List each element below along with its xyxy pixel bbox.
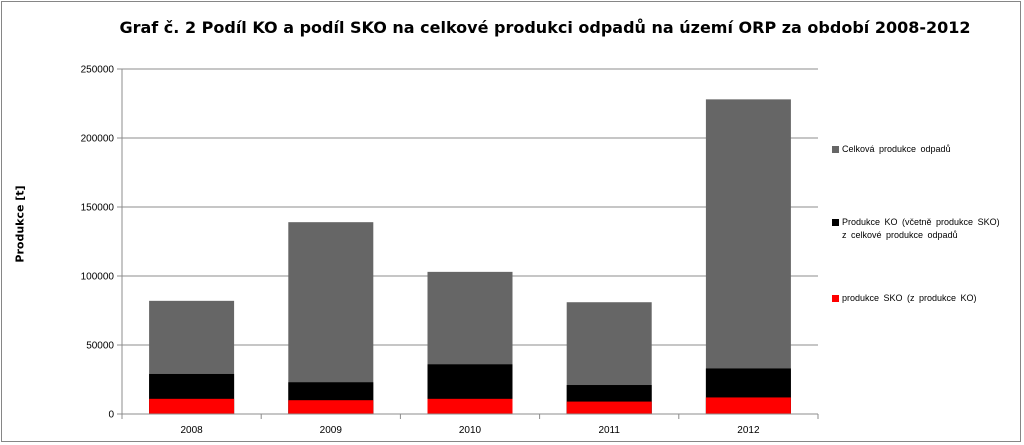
legend-swatch (832, 146, 839, 153)
bar-3-2012 (705, 397, 791, 414)
legend-item: Celková produkce odpadů (832, 143, 1007, 156)
x-tick-label: 2012 (737, 425, 760, 436)
x-tick-label: 2009 (320, 425, 343, 436)
grid-lines (117, 68, 818, 415)
bar-3-2011 (566, 401, 652, 414)
legend-label: Produkce KO (včetně produkce SKO) z celk… (842, 217, 1000, 240)
y-tick-labels: 0 50000 100000 150000 200000 250000 (81, 65, 115, 421)
y-tick-label: 200000 (81, 134, 115, 145)
x-tick-label: 2008 (180, 425, 203, 436)
bar-3-2010 (427, 398, 513, 414)
x-tick-labels: 2008 2009 2010 2011 2012 (180, 425, 759, 436)
legend-label: produkce SKO (z produkce KO) (842, 293, 977, 303)
legend-item: produkce SKO (z produkce KO) (832, 292, 1007, 305)
y-tick-label: 250000 (81, 65, 115, 76)
x-tick-label: 2010 (459, 425, 482, 436)
axes (121, 69, 819, 419)
bars (149, 99, 791, 415)
legend-swatch (832, 219, 839, 226)
bar-1-2012 (705, 99, 791, 415)
bar-3-2008 (149, 398, 235, 414)
y-tick-label: 100000 (81, 272, 115, 283)
legend-swatch (832, 295, 839, 302)
y-tick-label: 0 (108, 410, 114, 421)
y-tick-label: 50000 (86, 341, 114, 352)
bar-1-2009 (288, 222, 374, 414)
legend-label: Celková produkce odpadů (842, 144, 951, 154)
legend-item: Produkce KO (včetně produkce SKO) z celk… (832, 216, 1007, 242)
x-tick-label: 2011 (598, 425, 620, 436)
y-tick-label: 150000 (81, 203, 115, 214)
bar-3-2009 (288, 400, 374, 414)
chart-title: Graf č. 2 Podíl KO a podíl SKO na celkov… (119, 18, 971, 37)
